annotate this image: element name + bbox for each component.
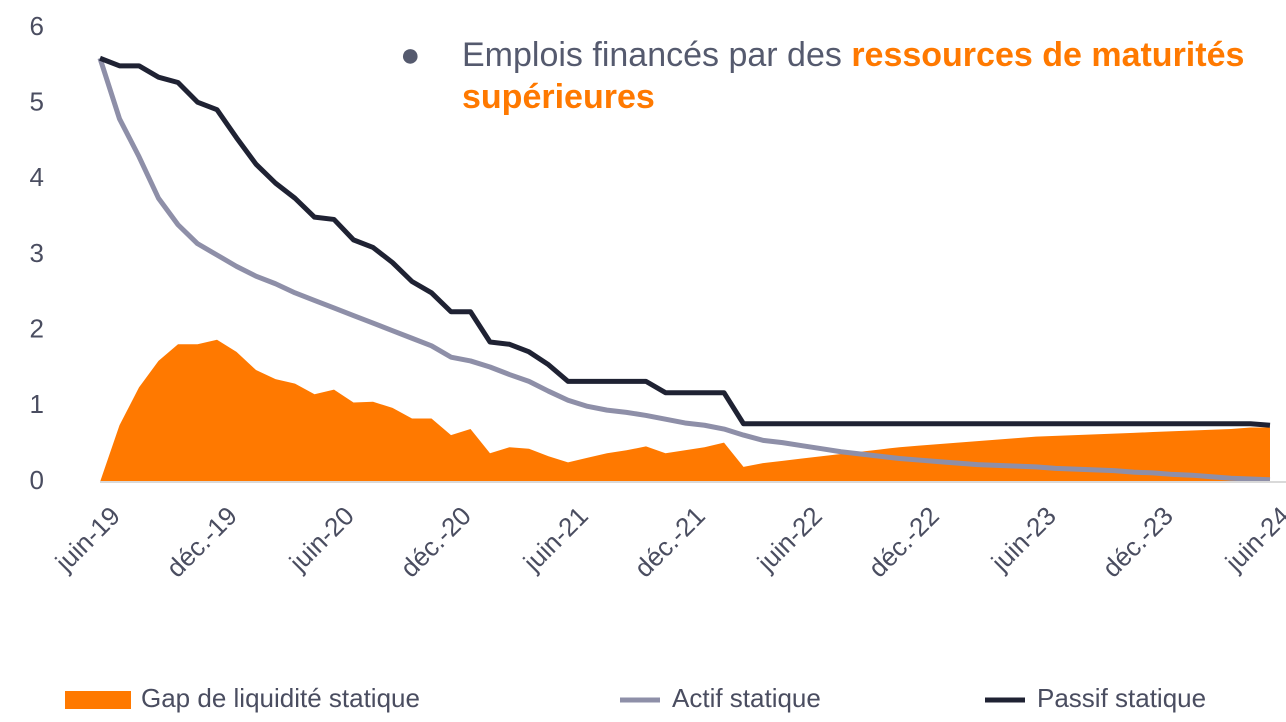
x-tick-label: juin-20 [283,501,360,578]
annotation: ● Emplois financés par des ressources de… [400,34,1260,118]
area [100,339,1270,482]
x-tick-label: juin-22 [751,501,828,578]
x-tick-label: déc.-20 [394,501,477,584]
x-tick-label: juin-19 [49,501,126,578]
legend-label: Gap de liquidité statique [141,683,420,713]
x-tick-label: déc.-19 [160,501,243,584]
y-tick-label: 3 [30,238,44,268]
bullet: ● [400,36,421,74]
annotation-highlight: ressources de maturités supérieures [462,36,1245,116]
legend-swatch [65,691,131,709]
y-tick-label: 2 [30,314,44,344]
annotation-text: Emplois financés par des ressources de m… [400,34,1260,118]
legend-label: Passif statique [1037,683,1206,713]
y-tick-label: 4 [30,162,44,192]
x-tick-label: déc.-21 [628,501,711,584]
x-tick-label: déc.-22 [862,501,945,584]
line [97,57,1271,483]
y-tick-label: 5 [30,87,44,117]
y-tick-label: 0 [30,465,44,495]
x-tick-label: déc.-23 [1096,501,1179,584]
legend-label: Actif statique [672,683,821,713]
x-tick-label: juin-23 [985,501,1062,578]
x-tick-label: juin-24 [1219,501,1286,578]
y-tick-label: 1 [30,389,44,419]
y-tick-label: 6 [30,11,44,41]
annotation-plain: Emplois financés par des [462,36,852,74]
line [99,55,1271,428]
x-tick-label: juin-21 [517,501,594,578]
